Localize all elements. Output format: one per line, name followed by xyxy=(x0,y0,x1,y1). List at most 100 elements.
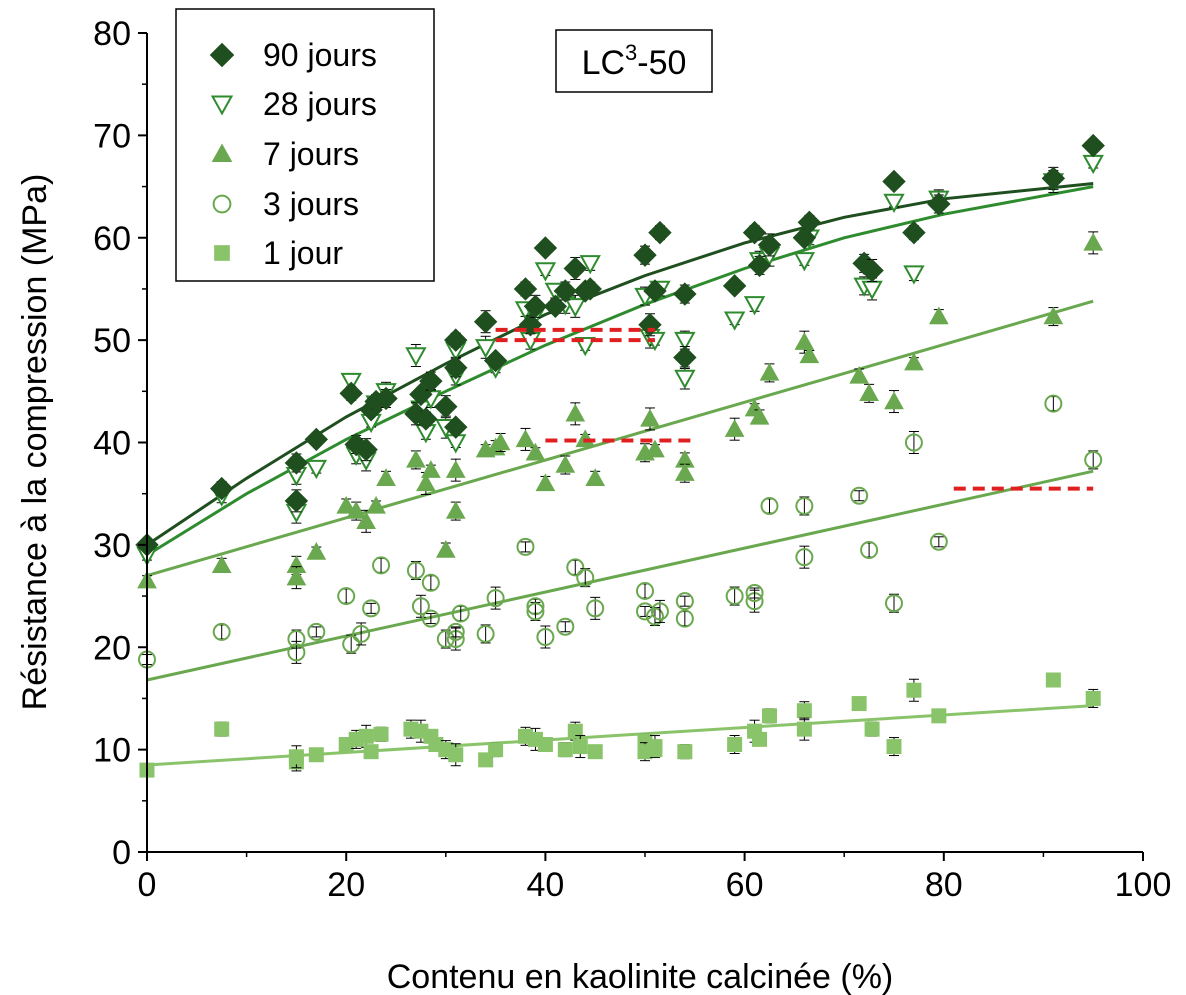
data-point-3-jours xyxy=(745,583,764,602)
data-point-7-jours xyxy=(376,468,396,487)
data-point-3-jours xyxy=(1044,394,1063,413)
data-point-3-jours xyxy=(576,568,595,587)
data-point-90-jours xyxy=(673,282,697,306)
data-point-3-jours xyxy=(636,581,654,600)
data-point-3-jours xyxy=(675,609,694,628)
data-point-1-jour xyxy=(864,721,880,737)
data-point-28-jours xyxy=(534,262,557,282)
data-point-90-jours xyxy=(563,256,587,281)
data-point-3-jours xyxy=(1084,450,1103,469)
legend-label-3-jours: 3 jours xyxy=(263,186,359,222)
data-point-1-jour xyxy=(488,742,504,758)
data-point-1-jour xyxy=(796,703,812,719)
legend-marker-7-jours xyxy=(211,143,233,163)
trend-line-3-jours xyxy=(146,469,1094,682)
data-point-28-jours xyxy=(579,255,601,275)
data-point-90-jours xyxy=(882,169,906,194)
data-point-1-jour xyxy=(537,737,553,753)
trend-line-7-jours xyxy=(146,299,1094,578)
legend-marker-90-jours xyxy=(209,42,235,68)
data-point-28-jours xyxy=(474,339,497,359)
lc3-tag-box xyxy=(555,29,713,93)
data-point-3-jours xyxy=(352,624,371,643)
data-point-90-jours xyxy=(444,328,468,352)
data-point-3-jours xyxy=(645,607,664,626)
data-point-90-jours xyxy=(444,356,468,380)
data-point-3-jours xyxy=(362,599,381,618)
data-point-1-jour xyxy=(1085,690,1101,706)
data-point-7-jours xyxy=(1043,306,1064,325)
y-tick-label: 70 xyxy=(93,117,131,155)
y-tick-label: 10 xyxy=(93,732,131,770)
data-point-1-jour xyxy=(288,749,304,765)
data-point-90-jours xyxy=(483,348,508,373)
data-point-7-jours xyxy=(490,432,511,451)
data-point-3-jours xyxy=(516,537,535,556)
data-point-90-jours xyxy=(757,233,782,257)
x-axis-title: Contenu en kaolinite calcinée (%) xyxy=(387,958,894,995)
data-point-1-jour xyxy=(647,742,663,758)
data-point-1-jour xyxy=(358,728,374,744)
data-point-3-jours xyxy=(446,622,465,641)
data-point-90-jours xyxy=(444,415,468,439)
data-point-3-jours xyxy=(850,486,869,505)
data-point-90-jours xyxy=(797,210,822,235)
data-point-28-jours xyxy=(793,252,816,272)
data-point-90-jours xyxy=(927,192,951,216)
data-point-7-jours xyxy=(645,439,665,458)
data-point-3-jours xyxy=(421,609,440,628)
data-point-7-jours xyxy=(445,501,466,519)
data-point-3-jours xyxy=(406,561,425,580)
x-tick-label: 100 xyxy=(1115,866,1172,904)
data-point-1-jour xyxy=(363,744,379,760)
data-point-3-jours xyxy=(526,602,545,621)
data-point-3-jours xyxy=(675,592,694,611)
data-point-7-jours xyxy=(555,454,576,473)
data-point-90-jours xyxy=(578,277,602,301)
data-point-7-jours xyxy=(211,555,232,574)
data-point-1-jour xyxy=(448,747,464,763)
data-point-90-jours xyxy=(414,407,438,431)
x-tick-label: 0 xyxy=(138,866,157,904)
data-point-28-jours xyxy=(674,369,696,390)
data-point-7-jours xyxy=(416,473,436,492)
data-point-7-jours xyxy=(306,542,327,560)
lc3-tag-label: LC3-50 xyxy=(582,40,687,82)
data-point-3-jours xyxy=(885,594,903,613)
legend-label-7-jours: 7 jours xyxy=(263,136,359,172)
data-point-3-jours xyxy=(929,532,948,551)
plot-area xyxy=(135,133,1105,778)
data-point-7-jours xyxy=(535,473,556,492)
legend-label-1-jour: 1 jour xyxy=(263,235,343,271)
data-point-90-jours xyxy=(209,476,234,501)
data-point-90-jours xyxy=(860,258,884,283)
data-point-3-jours xyxy=(795,548,814,567)
data-point-90-jours xyxy=(284,451,309,475)
y-tick-label: 60 xyxy=(93,220,131,258)
data-point-7-jours xyxy=(928,306,949,325)
data-point-3-jours xyxy=(860,540,879,559)
data-point-90-jours xyxy=(742,220,767,245)
data-point-3-jours xyxy=(760,496,779,515)
data-point-1-jour xyxy=(886,739,902,755)
data-point-28-jours xyxy=(903,265,925,285)
data-point-90-jours xyxy=(1081,133,1105,158)
data-point-1-jour xyxy=(727,737,743,753)
data-point-3-jours xyxy=(307,622,326,641)
data-point-90-jours xyxy=(638,313,662,337)
data-point-1-jour xyxy=(752,731,768,747)
data-point-7-jours xyxy=(724,419,745,437)
data-point-3-jours xyxy=(586,599,605,618)
y-tick-label: 0 xyxy=(112,834,131,872)
data-point-3-jours xyxy=(566,558,585,577)
data-point-1-jour xyxy=(373,726,389,742)
data-point-90-jours xyxy=(523,294,548,319)
data-point-7-jours xyxy=(421,460,441,478)
x-tick-label: 60 xyxy=(726,866,764,904)
data-point-1-jour xyxy=(931,708,947,724)
data-point-28-jours xyxy=(883,193,905,213)
data-point-3-jours xyxy=(372,556,391,575)
data-point-3-jours xyxy=(411,597,430,616)
data-point-28-jours xyxy=(1082,154,1104,175)
